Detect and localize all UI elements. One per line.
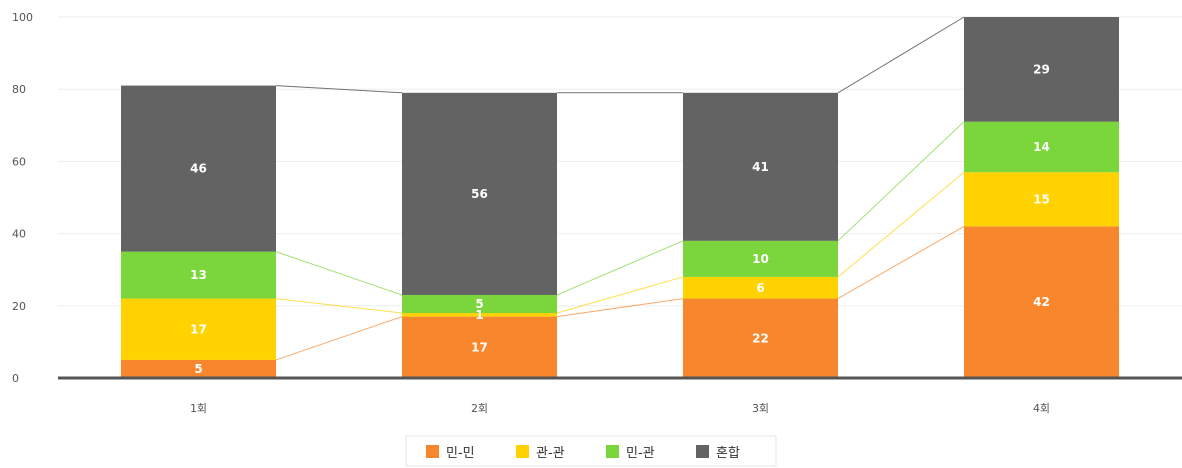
bar-segment	[964, 17, 1119, 122]
data-label: 17	[471, 340, 488, 354]
legend-label: 민-관	[626, 446, 655, 461]
legend-label: 관-관	[536, 446, 565, 461]
data-label: 5	[475, 297, 483, 311]
connector-line	[556, 298, 684, 318]
bar-segment	[121, 298, 276, 360]
data-label: 6	[756, 281, 764, 295]
data-label: 41	[752, 160, 769, 174]
y-tick-label: 0	[12, 372, 19, 385]
legend-label: 민-민	[446, 446, 475, 461]
connector-line	[275, 251, 403, 296]
connector-line	[837, 121, 965, 242]
connector-lines	[275, 16, 965, 361]
legend-label: 혼합	[716, 446, 740, 461]
bar-segment	[402, 313, 557, 317]
bar-segment	[402, 92, 557, 295]
y-tick-label: 80	[12, 83, 26, 96]
connector-line	[837, 171, 965, 278]
legend: 민-민 관-관 민-관 혼합	[405, 435, 777, 467]
connector-line	[275, 85, 403, 94]
data-label: 42	[1033, 295, 1050, 309]
data-label: 1	[475, 308, 483, 322]
bars	[121, 17, 1119, 378]
legend-box	[405, 435, 777, 467]
connector-line	[275, 316, 403, 361]
axes: 0 20 40 60 80 100 1회 2회 3회 4회	[12, 11, 1182, 415]
legend-swatch	[516, 445, 529, 458]
x-tick-label: 1회	[190, 402, 207, 415]
connector-line	[556, 240, 684, 296]
legend-swatch	[606, 445, 619, 458]
bar-segment	[683, 240, 838, 277]
legend-swatch	[426, 445, 439, 458]
bar-segment	[683, 276, 838, 299]
connector-line	[275, 298, 403, 314]
data-label: 10	[752, 252, 769, 266]
bar-segment	[121, 85, 276, 252]
x-tick-label: 2회	[471, 402, 488, 415]
bar-segment	[964, 226, 1119, 378]
y-tick-label: 20	[12, 300, 26, 313]
bar-segment	[683, 92, 838, 241]
connector-line	[837, 16, 965, 94]
x-tick-label: 3회	[752, 402, 769, 415]
connector-line	[837, 225, 965, 300]
data-label: 14	[1033, 140, 1050, 154]
connector-line	[556, 276, 684, 314]
data-label: 46	[190, 162, 207, 176]
bar-segment	[683, 298, 838, 378]
bar-segment	[964, 121, 1119, 173]
data-label: 22	[752, 331, 769, 345]
bar-segment	[964, 172, 1119, 227]
data-label: 29	[1033, 62, 1050, 76]
y-tick-label: 60	[12, 155, 26, 168]
bar-segment	[121, 359, 276, 378]
y-tick-label: 100	[12, 11, 33, 24]
bar-segment	[121, 251, 276, 299]
bar-segment	[402, 316, 557, 378]
data-label: 17	[190, 322, 207, 336]
x-tick-label: 4회	[1033, 402, 1050, 415]
data-label: 13	[190, 268, 207, 282]
legend-swatch	[696, 445, 709, 458]
y-tick-label: 40	[12, 228, 26, 241]
data-label: 56	[471, 187, 488, 201]
data-label: 5	[194, 362, 202, 376]
bar-segment	[402, 294, 557, 314]
data-label: 15	[1033, 192, 1050, 206]
